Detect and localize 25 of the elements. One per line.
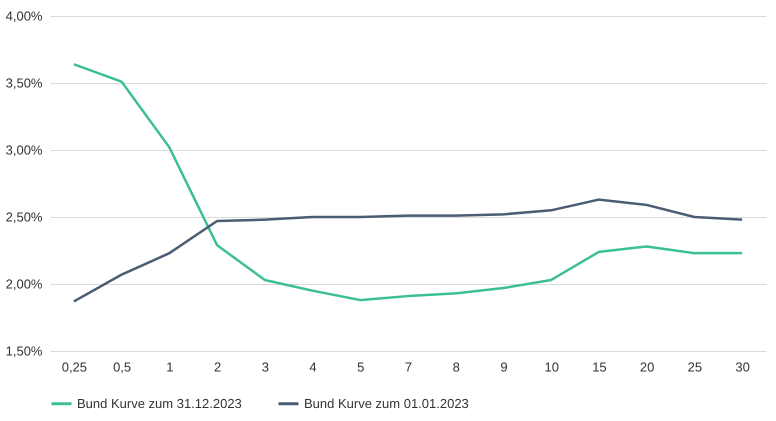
legend-label: Bund Kurve zum 31.12.2023 (77, 396, 242, 411)
y-tick-label: 4,00% (6, 8, 43, 24)
x-tick-label: 25 (688, 360, 702, 374)
legend-label: Bund Kurve zum 01.01.2023 (304, 396, 469, 411)
y-tick-label: 3,50% (6, 76, 43, 90)
line-series (72, 198, 744, 303)
y-tick-label: 2,00% (6, 276, 43, 292)
x-tick-label: 0,5 (113, 360, 132, 374)
y-tick-label: 3,00% (6, 142, 43, 158)
x-tick-label: 8 (452, 360, 460, 374)
x-tick-label: 20 (640, 360, 654, 374)
y-tick-label: 2,50% (6, 210, 43, 224)
line-series (72, 62, 744, 302)
x-tick-label: 3 (262, 360, 269, 374)
y-tick-label: 1,50% (6, 344, 43, 358)
x-tick-label: 0,25 (62, 360, 88, 374)
x-tick-label: 9 (500, 360, 508, 374)
x-tick-label: 5 (357, 360, 364, 374)
x-tick-label: 30 (735, 360, 750, 374)
x-tick-label: 10 (544, 360, 559, 374)
x-tick-label: 7 (404, 360, 412, 374)
x-tick-label: 2 (214, 360, 222, 374)
x-tick-label: 15 (592, 360, 607, 374)
x-tick-label: 1 (166, 360, 174, 374)
x-tick-label: 4 (309, 360, 317, 374)
